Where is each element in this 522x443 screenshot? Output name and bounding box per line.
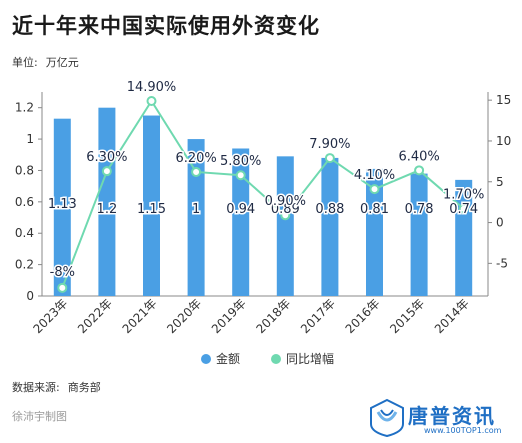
x-tick-label: 2018年: [253, 296, 293, 336]
growth-point: [324, 153, 335, 164]
y-left-tick-label: 0.2: [15, 258, 34, 272]
growth-value-label: 14.90%: [127, 80, 177, 95]
y-left-tick-label: 1: [26, 132, 34, 146]
growth-value-label: 7.90%: [309, 137, 350, 152]
bar: [276, 156, 294, 296]
bar: [366, 168, 383, 296]
growth-value-label: 6.20%: [175, 151, 216, 166]
growth-point: [146, 95, 157, 106]
bar: [321, 157, 339, 296]
legend-line-label: 同比增幅: [286, 351, 334, 366]
bar: [98, 107, 116, 296]
x-tick-label: 2014年: [432, 296, 472, 336]
chart-title: 近十年来中国实际使用外资变化: [12, 14, 320, 38]
data-source: 数据来源: 商务部: [12, 379, 101, 395]
growth-point: [191, 166, 202, 177]
legend-line-swatch: [271, 354, 281, 364]
bar-value-label: 1.2: [97, 202, 118, 217]
y-right-tick-label: 10: [496, 134, 511, 148]
growth-value-label: 6.40%: [398, 149, 439, 164]
unit-value: 万亿元: [45, 56, 79, 69]
watermark-url: www.100TOP1.com: [424, 426, 502, 435]
bar-value-label: 0.89: [271, 202, 300, 217]
source-value: 商务部: [67, 381, 101, 394]
watermark: 唐普资讯 www.100TOP1.com: [368, 398, 518, 440]
legend-bar-label: 金额: [216, 351, 240, 366]
y-right-tick-label: -5: [496, 256, 508, 270]
bar: [143, 115, 160, 297]
bar-value-label: 0.74: [449, 202, 478, 217]
x-tick-label: 2017年: [298, 296, 338, 336]
y-right-tick-label: 15: [496, 93, 511, 107]
y-left-tick-label: 0: [26, 289, 34, 303]
growth-point: [369, 184, 380, 195]
bar-value-label: 0.78: [405, 202, 434, 217]
source-label: 数据来源:: [12, 381, 60, 394]
bar-value-label: 0.88: [315, 202, 344, 217]
bar: [410, 173, 428, 296]
growth-line: [61, 99, 465, 289]
growth-point: [57, 282, 68, 293]
x-tick-label: 2015年: [387, 296, 427, 336]
y-right-tick-label: 5: [496, 175, 504, 189]
legend-bar-swatch: [201, 354, 211, 364]
growth-value-label: 5.80%: [220, 154, 261, 169]
bar: [232, 148, 250, 296]
bar-value-label: 1.15: [137, 202, 166, 217]
x-tick-label: 2019年: [209, 296, 249, 336]
y-left-tick-label: 0.6: [15, 195, 34, 209]
growth-value-label: 6.30%: [86, 150, 127, 165]
growth-point: [414, 165, 425, 176]
growth-point: [458, 203, 469, 214]
growth-value-label: -8%: [50, 265, 75, 280]
x-tick-label: 2021年: [120, 296, 160, 336]
x-tick-label: 2022年: [75, 296, 115, 336]
growth-point: [101, 166, 112, 177]
bar-value-label: 1.13: [48, 197, 77, 212]
watermark-logo-icon: [370, 398, 404, 438]
bar-value-label: 0.81: [360, 202, 389, 217]
y-left-tick-label: 0.4: [15, 226, 34, 240]
y-left-tick-label: 1.2: [15, 101, 34, 115]
growth-value-label: 4.10%: [354, 168, 395, 183]
x-tick-label: 2016年: [343, 296, 383, 336]
watermark-name: 唐普资讯: [408, 404, 496, 428]
x-tick-label: 2023年: [30, 296, 70, 336]
y-right-tick-label: 0: [496, 216, 504, 230]
bar: [53, 118, 71, 296]
growth-point: [280, 210, 291, 221]
y-left-tick-label: 0.8: [15, 163, 34, 177]
growth-value-label: 1.70%: [443, 188, 484, 203]
x-tick-label: 2020年: [164, 296, 204, 336]
growth-value-label: 0.90%: [265, 194, 306, 209]
author-credit: 徐沛宇制图: [12, 410, 67, 423]
growth-point: [235, 170, 246, 181]
bar-value-label: 0.94: [226, 202, 255, 217]
unit-note: 单位: 万亿元: [12, 54, 79, 70]
unit-label: 单位:: [12, 56, 38, 69]
bar: [187, 139, 205, 296]
bar-value-label: 1: [192, 202, 200, 217]
